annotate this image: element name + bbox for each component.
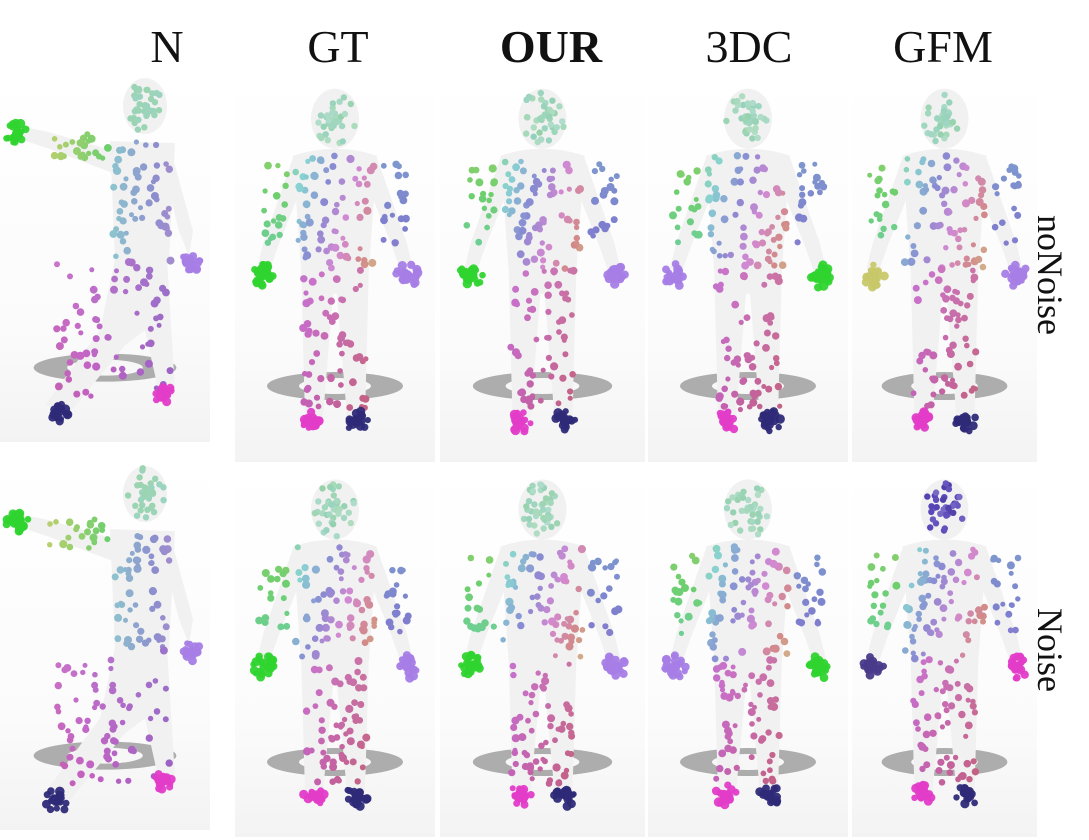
panel-gfm-nonoise [852, 70, 1037, 465]
panel-n-nonoise [0, 70, 210, 442]
header-our: OUR [499, 21, 603, 72]
panel-gt-noise [235, 462, 435, 837]
panel-n-noise [0, 458, 210, 830]
panel-3dc-noise [648, 462, 848, 837]
panel-our-noise [440, 462, 645, 837]
panel-gfm-noise [852, 462, 1037, 837]
panel-gt-nonoise [235, 70, 435, 465]
panel-our-nonoise [440, 70, 645, 465]
header-n: N [150, 21, 184, 72]
header-gfm: GFM [893, 21, 993, 72]
header-3dc: 3DC [705, 21, 793, 72]
panel-3dc-nonoise [648, 70, 848, 465]
header-gt: GT [307, 21, 369, 72]
